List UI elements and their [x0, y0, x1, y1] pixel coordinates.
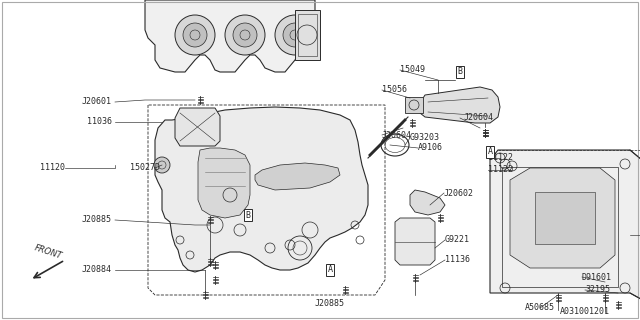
Text: 11122: 11122	[488, 165, 513, 174]
Text: A: A	[488, 148, 493, 156]
Text: 11122: 11122	[488, 154, 513, 163]
Polygon shape	[410, 190, 445, 215]
Circle shape	[175, 15, 215, 55]
Bar	[298, 14, 317, 56]
Circle shape	[183, 23, 207, 47]
Text: A50685: A50685	[525, 303, 555, 313]
Text: 11036: 11036	[87, 117, 112, 126]
Text: A9106: A9106	[418, 143, 443, 153]
Text: J20885: J20885	[315, 299, 345, 308]
Text: G93203: G93203	[410, 133, 440, 142]
Text: 15049: 15049	[400, 66, 425, 75]
Text: J20604: J20604	[382, 131, 412, 140]
Text: B: B	[458, 68, 463, 76]
Polygon shape	[395, 218, 435, 265]
Text: J20602: J20602	[444, 188, 474, 197]
Polygon shape	[418, 87, 500, 123]
Polygon shape	[145, 0, 315, 72]
Circle shape	[225, 15, 265, 55]
Text: FRONT: FRONT	[33, 243, 63, 261]
Text: 11136: 11136	[445, 255, 470, 265]
Text: A: A	[328, 266, 333, 275]
Polygon shape	[155, 107, 368, 272]
Polygon shape	[255, 163, 340, 190]
Polygon shape	[198, 148, 250, 218]
Text: 15027D: 15027D	[130, 164, 160, 172]
Bar	[502, 167, 618, 287]
Polygon shape	[510, 168, 615, 268]
Text: B: B	[246, 211, 250, 220]
Bar	[535, 192, 595, 244]
Bar	[405, 97, 423, 113]
Text: J20604: J20604	[464, 114, 494, 123]
Circle shape	[275, 15, 315, 55]
Text: G9221: G9221	[445, 236, 470, 244]
Text: J20885: J20885	[82, 215, 112, 225]
Text: A031001201: A031001201	[560, 308, 610, 316]
Polygon shape	[490, 150, 640, 303]
Text: J20601: J20601	[82, 98, 112, 107]
Text: D91601: D91601	[582, 273, 612, 282]
Circle shape	[154, 157, 170, 173]
Polygon shape	[175, 108, 220, 146]
Text: 32195: 32195	[585, 285, 610, 294]
Text: 11120: 11120	[40, 164, 65, 172]
Circle shape	[233, 23, 257, 47]
Text: 15056: 15056	[382, 85, 407, 94]
Bar	[295, 10, 320, 60]
Circle shape	[283, 23, 307, 47]
Text: J20884: J20884	[82, 266, 112, 275]
